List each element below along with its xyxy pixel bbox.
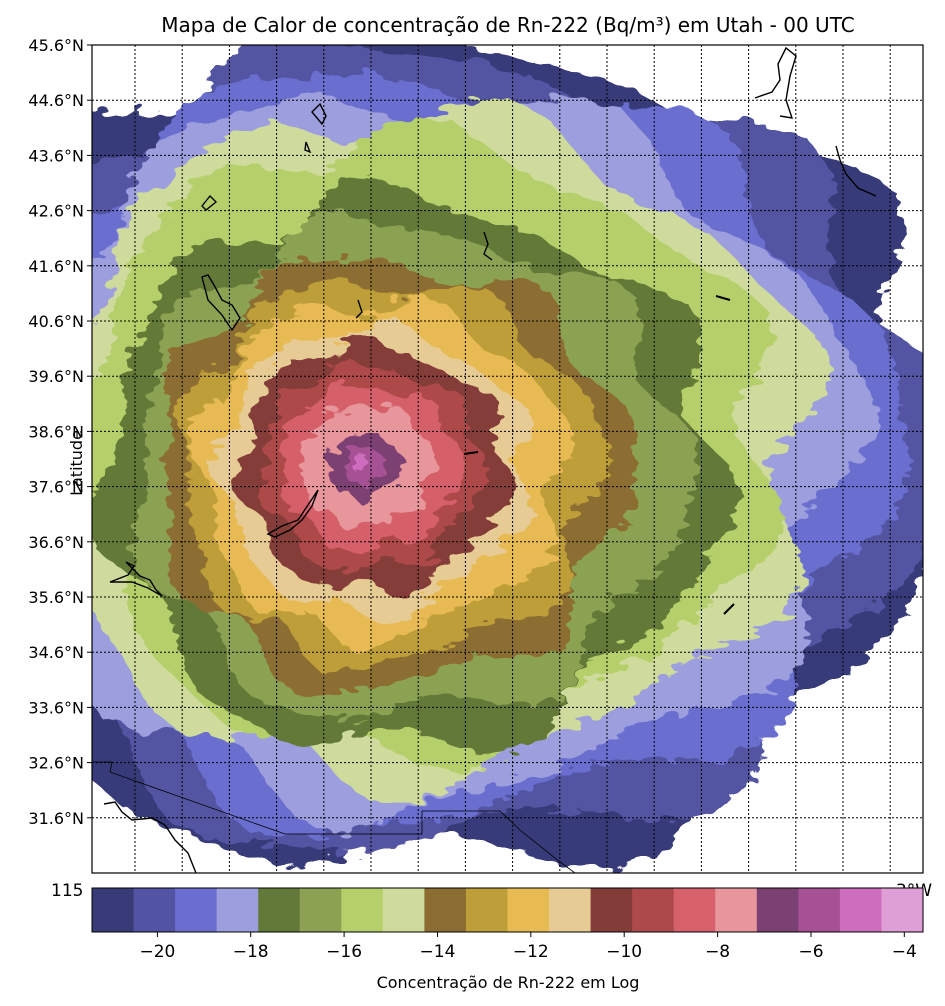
lat-tick-label: 38.6°N — [28, 422, 84, 441]
colorbar-tick-labels: −20 −18 −16 −14 −12 −10 −8 −6 −4 — [139, 932, 917, 962]
colorbar-swatch — [92, 888, 135, 932]
colorbar-tick-label: −12 — [513, 942, 549, 962]
latitude-tick-labels: 45.6°N 44.6°N 43.6°N 42.6°N 41.6°N 40.6°N 39.6… — [28, 36, 92, 828]
colorbar-frame — [91, 887, 924, 933]
colorbar-swatch — [258, 888, 301, 932]
colorbar-swatch — [839, 888, 883, 932]
lat-tick-label: 39.6°N — [28, 367, 84, 386]
gridlines — [92, 45, 923, 873]
colorbar-swatch — [715, 888, 758, 932]
lat-tick-label: 33.6°N — [28, 698, 84, 717]
concentration-plume — [92, 45, 923, 870]
colorbar-swatch — [756, 888, 799, 932]
colorbar-tick-label: −20 — [139, 942, 175, 962]
colorbar-tick-label: −8 — [705, 942, 730, 962]
lake-outline — [754, 46, 797, 119]
y-axis-label: Latitude — [67, 430, 86, 496]
lake-outline — [201, 194, 218, 211]
lake-outline — [311, 102, 327, 126]
colorbar-swatch — [881, 888, 924, 932]
colorbar-tick-label: −14 — [420, 942, 456, 962]
colorbar-swatch — [507, 888, 550, 932]
longitude-tick-first: 115 — [51, 881, 83, 901]
colorbar-swatch — [549, 888, 592, 932]
colorbar-swatch — [216, 888, 259, 932]
lake-outline — [266, 489, 319, 538]
colorbar-tick-label: −10 — [606, 942, 642, 962]
lat-tick-label: 35.6°N — [28, 588, 84, 607]
lake-outline — [723, 603, 735, 615]
colorbar-swatch — [673, 888, 716, 932]
lake-outline — [355, 299, 363, 319]
colorbar — [92, 888, 924, 932]
map-frame — [91, 44, 924, 874]
colorbar-swatch — [632, 888, 675, 932]
colorbar-swatch — [590, 888, 633, 932]
lat-tick-label: 31.6°N — [28, 809, 84, 828]
colorbar-tick-label: −6 — [798, 942, 823, 962]
lat-tick-label: 41.6°N — [28, 257, 84, 276]
lake-outline — [483, 231, 493, 261]
colorbar-swatch — [133, 888, 176, 932]
lat-tick-label: 43.6°N — [28, 146, 84, 165]
colorbar-swatch — [299, 888, 342, 932]
state-border — [92, 761, 576, 873]
lake-outline — [715, 295, 731, 301]
colorbar-swatch — [341, 888, 384, 932]
colorbar-tick-label: −18 — [233, 942, 269, 962]
colorbar-swatch — [175, 888, 218, 932]
lat-tick-label: 40.6°N — [28, 312, 84, 331]
lat-tick-label: 32.6°N — [28, 754, 84, 773]
lat-tick-label: 42.6°N — [28, 202, 84, 221]
colorbar-tick-label: −4 — [892, 942, 917, 962]
map-title: Mapa de Calor de concentração de Rn-222 … — [161, 13, 854, 37]
colorbar-swatch — [382, 888, 425, 932]
lake-outline — [201, 274, 241, 332]
colorbar-tick-label: −16 — [326, 942, 362, 962]
lat-tick-label: 34.6°N — [28, 643, 84, 662]
colorbar-swatch — [798, 888, 841, 932]
colorbar-label: Concentração de Rn-222 em Log — [377, 973, 640, 992]
contour-level-18 — [351, 454, 372, 473]
colorbar-swatch — [465, 888, 509, 932]
lake-outline — [835, 145, 877, 197]
lat-tick-label: 44.6°N — [28, 91, 84, 110]
lake-outline — [109, 561, 163, 597]
lake-outline — [463, 451, 479, 455]
colorbar-swatch — [424, 888, 467, 932]
lat-tick-label: 36.6°N — [28, 533, 84, 552]
lat-tick-label: 37.6°N — [28, 478, 84, 497]
lake-outline — [304, 141, 312, 154]
heatmap-plot — [92, 45, 923, 873]
lat-tick-label: 45.6°N — [28, 36, 84, 55]
